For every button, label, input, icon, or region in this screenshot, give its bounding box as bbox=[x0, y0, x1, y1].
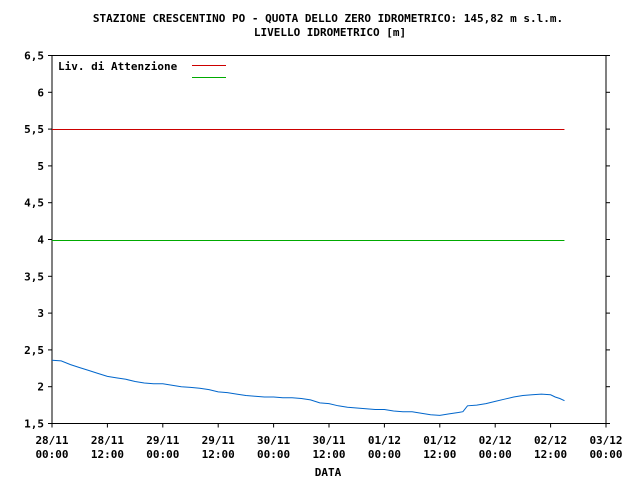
x-tick-label-date: 02/12 bbox=[479, 434, 512, 447]
threshold-layer bbox=[52, 129, 565, 241]
x-tick-label-time: 12:00 bbox=[423, 448, 456, 461]
y-tick-label: 4 bbox=[37, 234, 44, 247]
x-tick-label-time: 00:00 bbox=[479, 448, 512, 461]
y-tick-label: 2,5 bbox=[24, 344, 44, 357]
x-tick-label-date: 03/12 bbox=[589, 434, 622, 447]
y-tick-label: 3 bbox=[37, 307, 44, 320]
chart-subtitle: LIVELLO IDROMETRICO [m] bbox=[254, 26, 406, 39]
series-line bbox=[51, 359, 565, 416]
x-tick-label-date: 30/11 bbox=[257, 434, 290, 447]
y-axis: 1,5 2 2,5 3 3,5 4 4,5 5 5,5 6 6,5 bbox=[24, 50, 610, 431]
y-tick-label: 6,5 bbox=[24, 50, 44, 63]
y-tick-label: 4,5 bbox=[24, 197, 44, 210]
x-axis-label: DATA bbox=[315, 466, 342, 479]
x-tick-label-date: 02/12 bbox=[534, 434, 567, 447]
y-tick-label: 6 bbox=[37, 86, 44, 99]
x-tick-label-time: 12:00 bbox=[91, 448, 124, 461]
x-tick-label-time: 00:00 bbox=[35, 448, 68, 461]
series-layer bbox=[51, 359, 565, 416]
x-tick-label-time: 12:00 bbox=[534, 448, 567, 461]
chart-title: STAZIONE CRESCENTINO PO - QUOTA DELLO ZE… bbox=[93, 12, 563, 25]
x-tick-label-time: 00:00 bbox=[257, 448, 290, 461]
x-tick-label-date: 30/11 bbox=[312, 434, 345, 447]
x-tick-label-time: 12:00 bbox=[202, 448, 235, 461]
x-tick-label-date: 29/11 bbox=[202, 434, 235, 447]
x-tick-label-date: 28/11 bbox=[91, 434, 124, 447]
x-tick-label-date: 28/11 bbox=[35, 434, 68, 447]
x-tick-label-time: 00:00 bbox=[146, 448, 179, 461]
x-tick-label-date: 29/11 bbox=[146, 434, 179, 447]
x-axis: 28/1100:0028/1112:0029/1100:0029/1112:00… bbox=[35, 423, 623, 461]
x-tick-label-time: 00:00 bbox=[589, 448, 622, 461]
legend: Liv. di Attenzione bbox=[58, 60, 226, 78]
x-tick-label-time: 00:00 bbox=[368, 448, 401, 461]
y-tick-label: 5,5 bbox=[24, 123, 44, 136]
x-tick-label-time: 12:00 bbox=[312, 448, 345, 461]
y-tick-label: 3,5 bbox=[24, 270, 44, 283]
x-tick-label-date: 01/12 bbox=[368, 434, 401, 447]
y-tick-label: 2 bbox=[37, 381, 44, 394]
plot-frame bbox=[51, 55, 607, 424]
x-tick-label-date: 01/12 bbox=[423, 434, 456, 447]
legend-label: Liv. di Attenzione bbox=[58, 60, 178, 73]
y-tick-label: 1,5 bbox=[24, 418, 44, 431]
y-tick-label: 5 bbox=[37, 160, 44, 173]
